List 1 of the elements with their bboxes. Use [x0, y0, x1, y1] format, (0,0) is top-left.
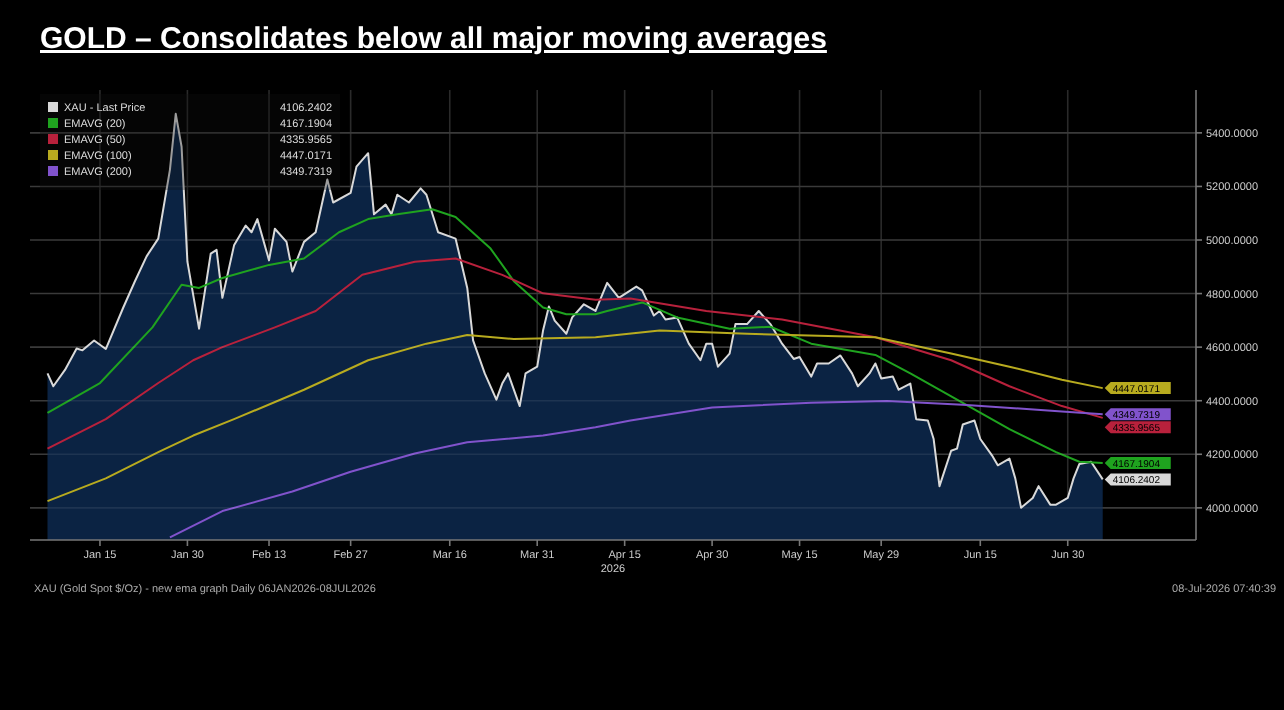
chart-title: GOLD – Consolidates below all major moving averages — [40, 22, 827, 56]
